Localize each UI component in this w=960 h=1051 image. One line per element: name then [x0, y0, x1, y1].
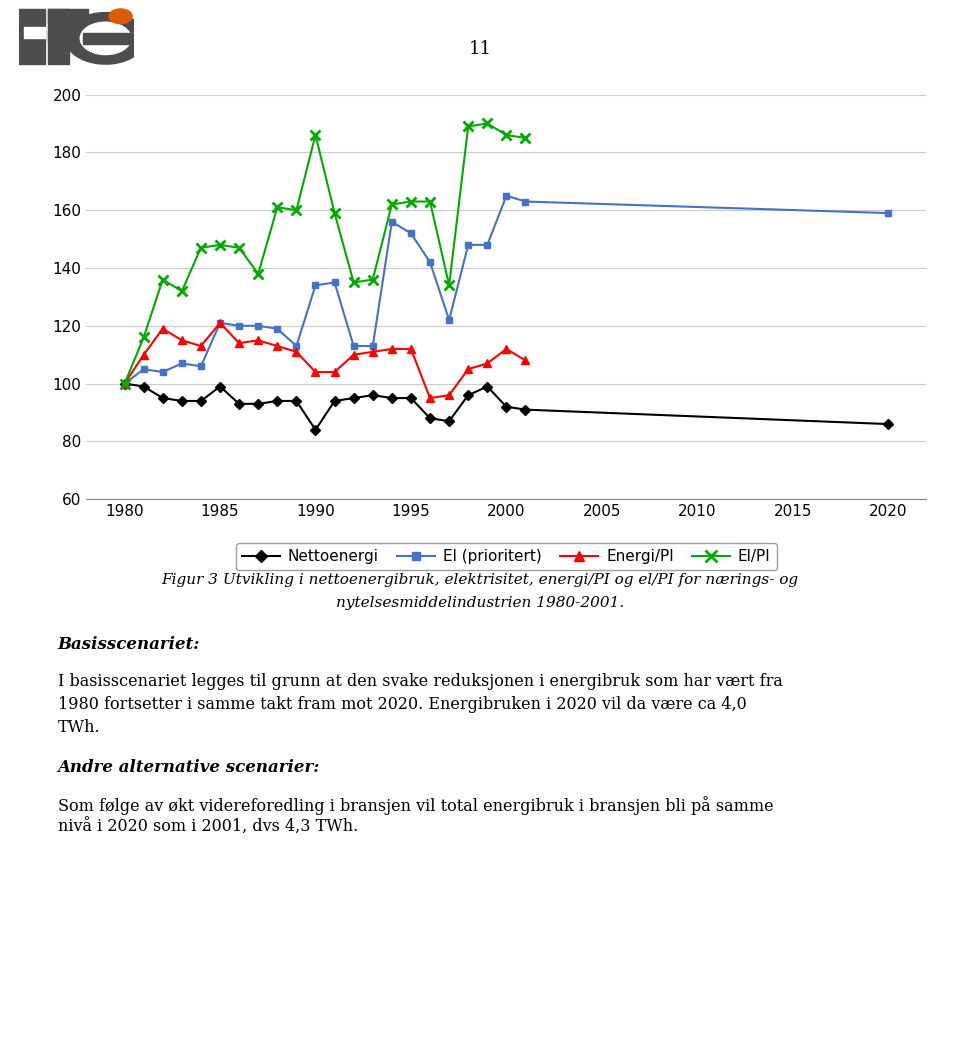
Text: 11: 11 — [468, 40, 492, 58]
Circle shape — [109, 8, 132, 23]
Text: I basisscenariet legges til grunn at den svake reduksjonen i energibruk som har : I basisscenariet legges til grunn at den… — [58, 673, 782, 689]
Text: Som følge av økt videreforedling i bransjen vil total energibruk i bransjen bli : Som følge av økt videreforedling i brans… — [58, 796, 773, 815]
Legend: Nettoenergi, El (prioritert), Energi/PI, El/PI: Nettoenergi, El (prioritert), Energi/PI,… — [236, 543, 777, 571]
Text: TWh.: TWh. — [58, 719, 100, 736]
Wedge shape — [65, 13, 143, 64]
Text: nivå i 2020 som i 2001, dvs 4,3 TWh.: nivå i 2020 som i 2001, dvs 4,3 TWh. — [58, 819, 358, 836]
Bar — [83, 34, 134, 43]
Text: Basisscenariet:: Basisscenariet: — [58, 636, 200, 653]
Bar — [48, 8, 69, 64]
Text: 1980 fortsetter i samme takt fram mot 2020. Energibruken i 2020 vil da være ca 4: 1980 fortsetter i samme takt fram mot 20… — [58, 696, 746, 713]
Bar — [48, 8, 88, 23]
Bar — [19, 8, 44, 64]
Text: Andre alternative scenarier:: Andre alternative scenarier: — [58, 759, 320, 776]
Wedge shape — [81, 22, 131, 55]
Bar — [24, 27, 44, 38]
Text: Figur 3 Utvikling i nettoenergibruk, elektrisitet, energi/PI og el/PI for næring: Figur 3 Utvikling i nettoenergibruk, ele… — [161, 573, 799, 586]
Bar — [48, 30, 81, 42]
Text: nytelsesmiddelindustrien 1980-2001.: nytelsesmiddelindustrien 1980-2001. — [336, 596, 624, 610]
